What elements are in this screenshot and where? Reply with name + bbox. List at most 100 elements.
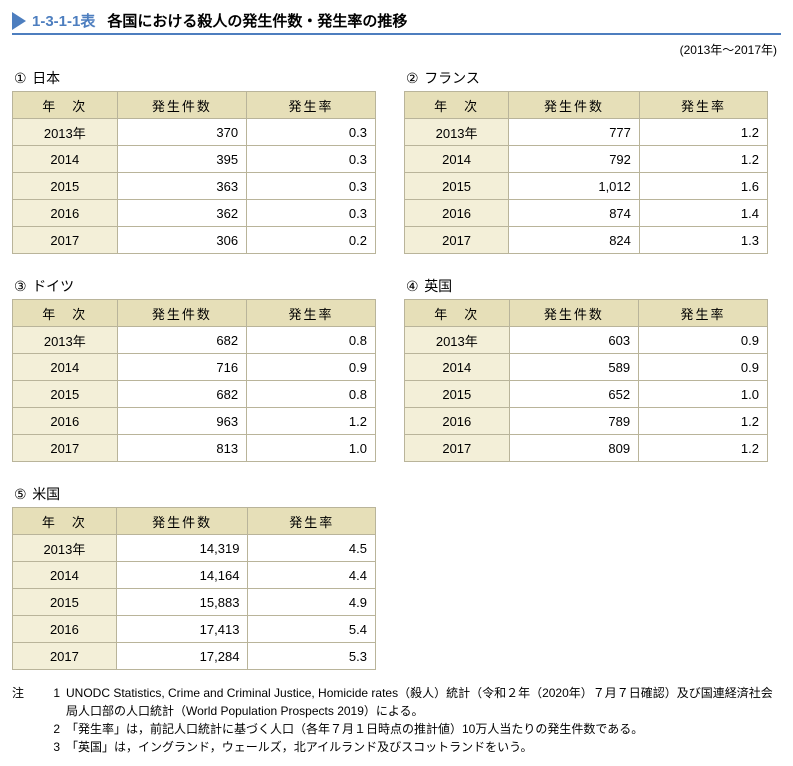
cell-rate: 1.2 xyxy=(247,408,376,435)
country-table-block: ③ドイツ年 次発生件数発生率2013年6820.820147160.920156… xyxy=(12,272,376,462)
cell-year: 2014 xyxy=(13,146,118,173)
cell-year: 2013年 xyxy=(405,119,509,146)
note-text: 「発生率」は，前記人口統計に基づく人口（各年７月１日時点の推計値）10万人当たり… xyxy=(66,720,781,738)
column-header: 発生件数 xyxy=(509,300,639,327)
cell-year: 2013年 xyxy=(13,119,118,146)
cell-year: 2015 xyxy=(13,381,118,408)
cell-rate: 0.3 xyxy=(247,200,376,227)
table-row: 20147160.9 xyxy=(13,354,376,381)
data-table: 年 次発生件数発生率2013年7771.220147921.220151,012… xyxy=(404,91,768,254)
cell-year: 2015 xyxy=(405,173,509,200)
cell-count: 716 xyxy=(117,354,247,381)
cell-count: 362 xyxy=(117,200,247,227)
table-row: 20163620.3 xyxy=(13,200,376,227)
table-row: 20153630.3 xyxy=(13,173,376,200)
cell-count: 963 xyxy=(117,408,247,435)
cell-rate: 1.2 xyxy=(639,119,767,146)
column-header: 発生件数 xyxy=(116,508,248,535)
column-header: 発生率 xyxy=(639,300,768,327)
table-row: 20147921.2 xyxy=(405,146,768,173)
cell-rate: 1.2 xyxy=(639,146,767,173)
cell-year: 2017 xyxy=(13,643,117,670)
footnotes: 注 1 UNODC Statistics, Crime and Criminal… xyxy=(12,684,781,756)
cell-count: 603 xyxy=(509,327,639,354)
table-row: 201515,8834.9 xyxy=(13,589,376,616)
cell-count: 1,012 xyxy=(509,173,640,200)
country-table-block: ④英国年 次発生件数発生率2013年6030.920145890.9201565… xyxy=(404,272,768,462)
cell-count: 652 xyxy=(509,381,639,408)
data-table: 年 次発生件数発生率2013年6820.820147160.920156820.… xyxy=(12,299,376,462)
table-caption: ④英国 xyxy=(406,276,768,296)
cell-count: 395 xyxy=(117,146,247,173)
table-caption: ⑤米国 xyxy=(14,484,376,504)
table-row: 20156820.8 xyxy=(13,381,376,408)
table-row: 20151,0121.6 xyxy=(405,173,768,200)
table-row: 2013年7771.2 xyxy=(405,119,768,146)
tables-grid: ①日本年 次発生件数発生率2013年3700.320143950.3201536… xyxy=(12,64,781,670)
cell-year: 2014 xyxy=(13,562,117,589)
cell-rate: 5.4 xyxy=(248,616,376,643)
table-caption: ②フランス xyxy=(406,68,768,88)
table-row: 20178131.0 xyxy=(13,435,376,462)
cell-year: 2017 xyxy=(13,435,118,462)
table-row: 20156521.0 xyxy=(405,381,768,408)
table-row: 20143950.3 xyxy=(13,146,376,173)
cell-count: 589 xyxy=(509,354,639,381)
data-table: 年 次発生件数発生率2013年3700.320143950.320153630.… xyxy=(12,91,376,254)
note-index: 2 xyxy=(32,720,66,738)
column-header: 年 次 xyxy=(405,300,510,327)
cell-count: 682 xyxy=(117,327,247,354)
cell-count: 809 xyxy=(509,435,639,462)
cell-rate: 0.3 xyxy=(247,173,376,200)
cell-year: 2016 xyxy=(405,408,510,435)
table-row: 20178091.2 xyxy=(405,435,768,462)
notes-label: 注 xyxy=(12,684,32,720)
cell-rate: 0.9 xyxy=(639,354,768,381)
chevron-right-icon xyxy=(12,12,26,30)
table-row: 20168741.4 xyxy=(405,200,768,227)
title-bar: 1-3-1-1表 各国における殺人の発生件数・発生率の推移 xyxy=(12,10,781,35)
table-row: 2013年14,3194.5 xyxy=(13,535,376,562)
column-header: 発生件数 xyxy=(117,92,247,119)
cell-count: 777 xyxy=(509,119,640,146)
period-label: (2013年～2017年) xyxy=(12,41,777,58)
cell-year: 2017 xyxy=(405,227,509,254)
column-header: 発生率 xyxy=(248,508,376,535)
table-row: 2013年6030.9 xyxy=(405,327,768,354)
data-table: 年 次発生件数発生率2013年14,3194.5201414,1644.4201… xyxy=(12,507,376,670)
cell-year: 2013年 xyxy=(13,327,118,354)
column-header: 発生率 xyxy=(639,92,767,119)
cell-rate: 0.9 xyxy=(639,327,768,354)
cell-rate: 1.6 xyxy=(639,173,767,200)
cell-rate: 0.9 xyxy=(247,354,376,381)
cell-rate: 4.4 xyxy=(248,562,376,589)
cell-count: 789 xyxy=(509,408,639,435)
cell-rate: 5.3 xyxy=(248,643,376,670)
cell-rate: 1.2 xyxy=(639,435,768,462)
table-row: 201717,2845.3 xyxy=(13,643,376,670)
note-index: 3 xyxy=(32,738,66,756)
cell-rate: 4.9 xyxy=(248,589,376,616)
table-caption: ①日本 xyxy=(14,68,376,88)
table-row: 201414,1644.4 xyxy=(13,562,376,589)
cell-rate: 0.8 xyxy=(247,381,376,408)
note-text: UNODC Statistics, Crime and Criminal Jus… xyxy=(66,684,781,720)
cell-year: 2015 xyxy=(13,589,117,616)
cell-count: 363 xyxy=(117,173,247,200)
data-table: 年 次発生件数発生率2013年6030.920145890.920156521.… xyxy=(404,299,768,462)
cell-count: 874 xyxy=(509,200,640,227)
column-header: 発生率 xyxy=(247,300,376,327)
cell-count: 682 xyxy=(117,381,247,408)
table-row: 20169631.2 xyxy=(13,408,376,435)
note-index: 1 xyxy=(32,684,66,720)
cell-rate: 0.8 xyxy=(247,327,376,354)
cell-year: 2015 xyxy=(13,173,118,200)
cell-year: 2014 xyxy=(405,146,509,173)
cell-year: 2014 xyxy=(13,354,118,381)
page-title: 各国における殺人の発生件数・発生率の推移 xyxy=(107,10,407,31)
table-row: 2013年3700.3 xyxy=(13,119,376,146)
cell-year: 2017 xyxy=(405,435,510,462)
cell-count: 15,883 xyxy=(116,589,248,616)
cell-year: 2013年 xyxy=(13,535,117,562)
cell-count: 306 xyxy=(117,227,247,254)
